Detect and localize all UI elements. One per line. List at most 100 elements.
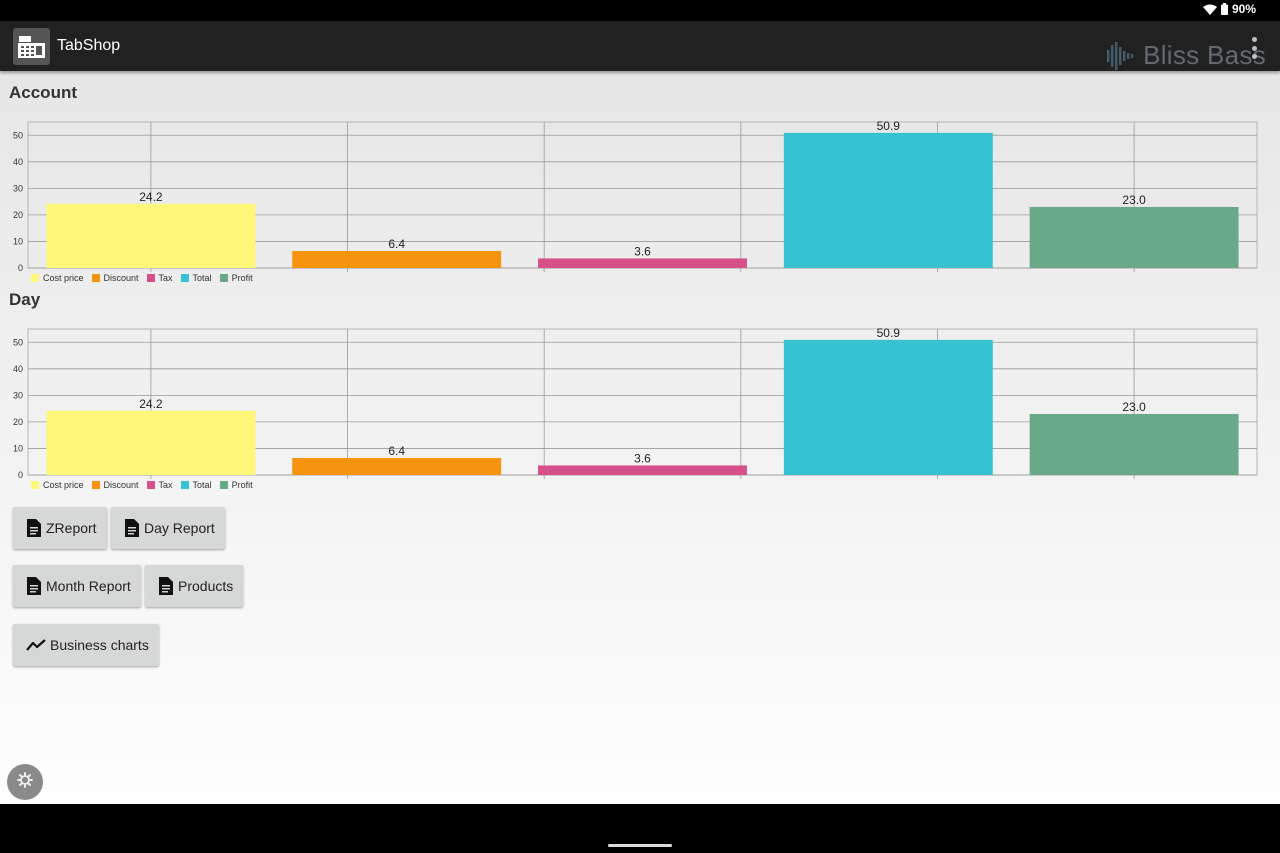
legend-item: Discount (91, 273, 139, 283)
month-report-label: Month Report (46, 578, 131, 594)
bar-value-label: 3.6 (634, 244, 651, 258)
app-title: TabShop (57, 37, 121, 54)
watermark-text: Bliss Bass (1143, 40, 1266, 70)
status-bar: 90% (0, 0, 1280, 21)
legend-swatch (180, 481, 189, 489)
bar-value-label: 50.9 (877, 326, 901, 340)
app-logo (13, 28, 50, 65)
battery-icon (1220, 3, 1228, 15)
bar-profit (1029, 206, 1239, 268)
y-tick-label: 50 (13, 130, 23, 140)
legend-label: Tax (158, 480, 173, 490)
watermark: Bliss Bass (1107, 40, 1266, 71)
products-button[interactable]: Products (145, 565, 244, 607)
y-tick-label: 40 (13, 364, 23, 374)
y-tick-label: 10 (13, 443, 23, 453)
legend-item: Profit (219, 273, 253, 283)
day-report-button[interactable]: Day Report (111, 507, 225, 549)
battery-percent: 90% (1231, 2, 1256, 16)
y-tick-label: 0 (18, 263, 23, 273)
navigation-bar (0, 804, 1280, 853)
y-tick-label: 0 (18, 470, 23, 480)
products-label: Products (178, 578, 234, 594)
legend-item: Total (180, 273, 212, 283)
soundwave-icon (1107, 41, 1134, 70)
legend-item: Tax (146, 273, 173, 283)
y-tick-label: 30 (13, 390, 23, 400)
document-icon (26, 519, 42, 537)
y-tick-label: 30 (13, 183, 23, 193)
bar-tax (538, 258, 747, 268)
document-icon (124, 519, 140, 537)
day-chart: 0 10 20 30 40 50 24.2 6.4 3.6 50.9 23.0 Cost price… (0, 318, 1280, 493)
account-chart-legend: Cost price Discount Tax Total Profit (31, 273, 253, 283)
legend-swatch (146, 481, 155, 489)
legend-label: Cost price (43, 480, 84, 490)
legend-label: Total (192, 480, 212, 490)
account-chart: 0 10 20 30 40 50 24.2 6.4 3.6 50.9 23.0 Cost price… (0, 111, 1280, 286)
legend-swatch (146, 274, 155, 282)
legend-label: Profit (231, 480, 253, 490)
status-indicators: 90% (1202, 2, 1256, 16)
section-title-account: Account (9, 83, 77, 102)
document-icon (26, 577, 42, 595)
gear-icon (17, 771, 33, 793)
bar-total (783, 132, 993, 268)
y-tick-label: 10 (13, 236, 23, 246)
legend-swatch (91, 274, 100, 282)
document-icon (158, 577, 174, 595)
legend-label: Discount (103, 480, 139, 490)
legend-item: Cost price (31, 273, 84, 283)
legend-item: Tax (146, 480, 173, 490)
legend-label: Discount (103, 273, 139, 283)
wifi-icon (1202, 4, 1217, 15)
bar-discount (292, 251, 502, 268)
legend-swatch (31, 274, 39, 282)
day-chart-legend: Cost price Discount Tax Total Profit (31, 480, 253, 490)
legend-swatch (91, 481, 100, 489)
account-chart-svg: 0 10 20 30 40 50 24.2 6.4 3.6 50.9 23.0 (13, 119, 1258, 273)
zreport-button[interactable]: ZReport (13, 507, 107, 549)
zreport-label: ZReport (46, 520, 97, 536)
bar-value-label: 6.4 (388, 237, 405, 251)
bar-value-label: 3.6 (634, 451, 651, 465)
legend-label: Cost price (43, 273, 84, 283)
y-tick-label: 20 (13, 210, 23, 220)
bar-profit (1029, 413, 1239, 475)
legend-item: Cost price (31, 480, 84, 490)
bar-discount (292, 458, 502, 475)
bar-value-label: 24.2 (139, 190, 163, 204)
trending-line-icon (26, 638, 46, 652)
bar-cost-price (46, 410, 256, 475)
legend-item: Total (180, 480, 212, 490)
overflow-menu-icon[interactable] (1252, 37, 1258, 59)
settings-button[interactable] (7, 764, 43, 800)
y-tick-label: 40 (13, 157, 23, 167)
bar-tax (538, 465, 747, 475)
section-title-day: Day (9, 290, 41, 309)
day-report-label: Day Report (144, 520, 215, 536)
month-report-button[interactable]: Month Report (13, 565, 141, 607)
bar-value-label: 23.0 (1122, 400, 1146, 414)
bar-cost-price (46, 203, 256, 268)
day-chart-svg: 0 10 20 30 40 50 24.2 6.4 3.6 50.9 23.0 (13, 326, 1258, 480)
legend-label: Total (192, 273, 212, 283)
bar-value-label: 23.0 (1122, 193, 1146, 207)
app-bar: TabShop Bliss Bass (0, 21, 1280, 71)
legend-label: Tax (158, 273, 173, 283)
business-charts-button[interactable]: Business charts (13, 624, 159, 666)
legend-swatch (219, 481, 228, 489)
home-gesture-handle[interactable] (608, 844, 672, 847)
legend-swatch (219, 274, 228, 282)
legend-item: Discount (91, 480, 139, 490)
business-charts-label: Business charts (50, 637, 149, 653)
bar-value-label: 6.4 (388, 444, 405, 458)
bar-value-label: 24.2 (139, 397, 163, 411)
legend-swatch (31, 481, 39, 489)
legend-item: Profit (219, 480, 253, 490)
bar-total (783, 339, 993, 475)
legend-swatch (180, 274, 189, 282)
y-tick-label: 50 (13, 337, 23, 347)
y-tick-label: 20 (13, 417, 23, 427)
legend-label: Profit (231, 273, 253, 283)
